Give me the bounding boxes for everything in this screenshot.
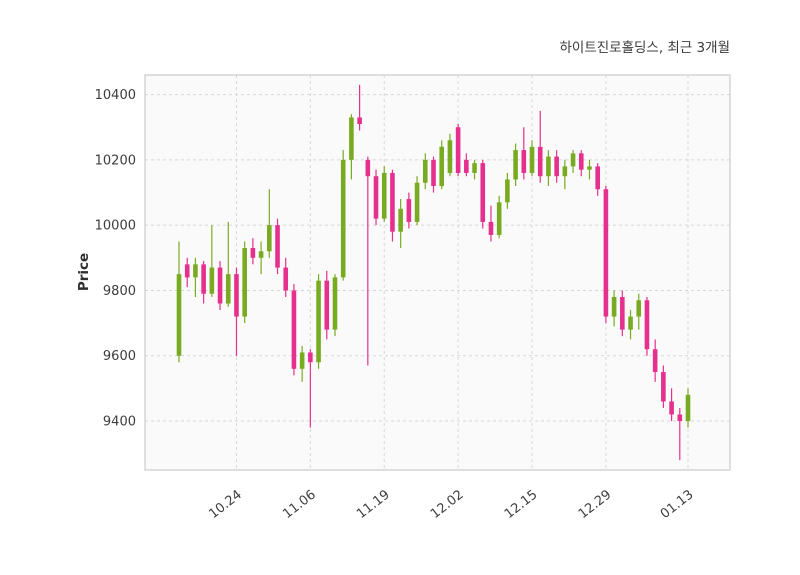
chart-title: 하이트진로홀딩스, 최근 3개월	[559, 40, 730, 56]
candle-down	[275, 218, 280, 275]
candle-down	[595, 163, 600, 196]
candle-down	[283, 257, 289, 297]
candle-down	[373, 169, 379, 226]
candle-up	[447, 133, 453, 177]
candle-down	[365, 156, 371, 366]
plot-area	[145, 75, 730, 470]
candle-up	[439, 140, 445, 190]
candle-up	[513, 143, 518, 186]
candle-up	[562, 159, 568, 190]
y-tick-label: 9400	[103, 415, 136, 430]
candle-up	[340, 150, 346, 281]
candle-down	[308, 349, 313, 428]
candle-up	[422, 153, 428, 190]
candle-up	[636, 293, 642, 330]
candle-up	[496, 195, 502, 239]
candle-down	[480, 159, 486, 229]
y-tick-label: 10400	[95, 88, 136, 103]
candle-up	[225, 221, 231, 307]
plot-border	[144, 74, 731, 471]
x-tick-label: 01.13	[658, 487, 697, 522]
candle-up	[209, 225, 215, 297]
candle-down	[250, 238, 256, 265]
candle-up	[398, 199, 403, 249]
candle-down	[291, 283, 297, 376]
candle-down	[431, 156, 436, 193]
x-tick-label: 10.24	[206, 487, 245, 522]
candle-up	[176, 241, 182, 363]
candle-down	[677, 407, 683, 461]
candle-down	[578, 150, 584, 177]
candle-up	[546, 150, 551, 186]
candle-down	[603, 185, 609, 324]
candle-down	[661, 365, 666, 408]
candle-up	[299, 345, 305, 382]
candle-down	[184, 257, 190, 288]
candle-up	[332, 274, 338, 337]
candle-up	[529, 140, 535, 177]
y-axis-label: Price	[76, 253, 92, 291]
plot-region: 9400 9600 9800 10000 10200 10400 10.24 11.06 11.…	[95, 74, 731, 522]
candle-up	[258, 241, 264, 275]
x-tick-label: 11.19	[354, 487, 393, 522]
candle-up	[381, 166, 387, 222]
candle-down	[464, 153, 469, 177]
candle-down	[201, 261, 206, 304]
candle-down	[669, 388, 674, 422]
candle-down	[455, 123, 461, 177]
candle-up	[685, 388, 691, 428]
candle-up	[628, 310, 633, 340]
x-tick-label: 12.02	[428, 487, 467, 522]
candle-up	[316, 274, 321, 369]
candle-up	[611, 290, 617, 327]
y-tick-label: 9600	[103, 349, 136, 364]
candle-up	[267, 189, 272, 258]
candle-down	[554, 150, 559, 183]
candle-down	[406, 192, 412, 229]
x-tick-label: 12.15	[502, 487, 541, 522]
candle-up	[414, 176, 420, 226]
y-tick-label: 10200	[95, 153, 136, 168]
x-tick-label: 11.06	[280, 487, 319, 522]
candle-down	[620, 290, 625, 337]
candle-up	[349, 114, 354, 180]
candle-down	[652, 339, 658, 382]
candle-up	[570, 150, 576, 173]
candle-up	[242, 241, 247, 324]
candle-down	[217, 261, 223, 311]
candle-up	[587, 159, 592, 180]
candle-down	[537, 110, 543, 183]
candle-down	[521, 127, 527, 180]
candle-down	[324, 270, 330, 340]
candle-down	[488, 205, 494, 242]
candle-up	[505, 172, 510, 209]
candle-up	[193, 257, 198, 297]
candle-down	[644, 296, 650, 356]
candle-down	[234, 267, 239, 356]
x-tick-label: 12.29	[576, 487, 615, 522]
y-tick-label: 9800	[103, 284, 136, 299]
y-tick-label: 10000	[95, 219, 136, 234]
candle-down	[357, 84, 362, 131]
candle-down	[390, 169, 395, 242]
candle-up	[472, 159, 477, 180]
